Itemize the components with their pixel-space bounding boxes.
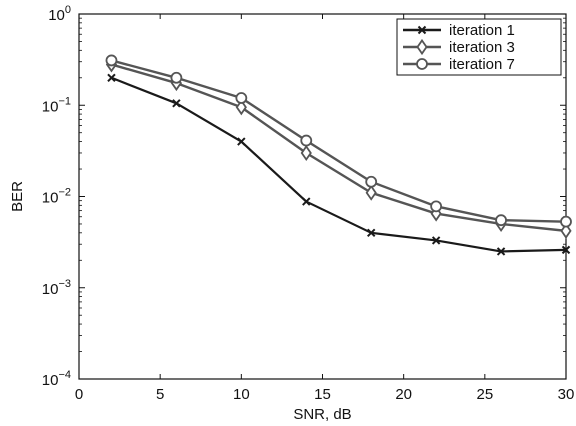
data-point <box>107 73 116 82</box>
legend-marker <box>417 25 427 35</box>
legend-entry: iteration 3 <box>403 38 515 56</box>
x-axis: 0 5 10 15 20 25 30 <box>75 14 575 403</box>
series-line <box>111 59 567 223</box>
y-axis-label: BER <box>9 181 26 212</box>
data-point <box>105 54 118 67</box>
x-tick-label: 5 <box>156 386 164 403</box>
data-point <box>235 92 248 104</box>
legend-marker <box>416 58 428 70</box>
data-point <box>560 222 572 239</box>
y-tick-label: 10−4 <box>42 369 71 389</box>
legend-label: iteration 3 <box>449 39 515 56</box>
data-point <box>366 228 376 238</box>
legend-label: iteration 7 <box>449 56 515 73</box>
y-tick-label: 100 <box>48 4 71 24</box>
series-layer <box>105 54 572 256</box>
x-tick-label: 0 <box>75 386 83 403</box>
data-point <box>237 137 246 146</box>
legend-entry: iteration 1 <box>403 22 515 39</box>
legend-entry: iteration 7 <box>403 56 515 73</box>
x-tick-label: 10 <box>233 386 250 403</box>
data-point <box>172 99 181 108</box>
data-point <box>431 236 441 245</box>
data-point <box>495 214 507 227</box>
series-1 <box>107 73 571 256</box>
series-2 <box>105 56 572 239</box>
x-tick-label: 30 <box>558 386 575 403</box>
series-3 <box>105 54 572 228</box>
data-point <box>302 197 311 206</box>
data-point <box>560 215 572 228</box>
series-line <box>111 76 567 253</box>
data-point <box>235 99 247 116</box>
y-tick-label: 10−2 <box>42 187 71 207</box>
x-axis-label: SNR, dB <box>293 406 351 423</box>
x-tick-label: 25 <box>476 386 493 403</box>
y-tick-label: 10−1 <box>42 95 71 115</box>
series-line <box>111 63 567 233</box>
data-point <box>170 71 183 84</box>
y-tick-label: 10−3 <box>42 278 71 298</box>
data-point <box>496 247 506 256</box>
x-tick-label: 15 <box>314 386 331 403</box>
data-point <box>430 200 443 213</box>
legend-marker <box>416 38 428 56</box>
data-point <box>300 144 312 162</box>
y-axis: 100 10−1 10−2 10−3 10−4 <box>42 4 566 389</box>
data-point <box>365 175 378 188</box>
data-point <box>365 184 377 201</box>
data-point <box>300 134 313 147</box>
data-point <box>561 245 571 255</box>
x-tick-label: 20 <box>395 386 412 403</box>
legend-label: iteration 1 <box>449 22 515 39</box>
